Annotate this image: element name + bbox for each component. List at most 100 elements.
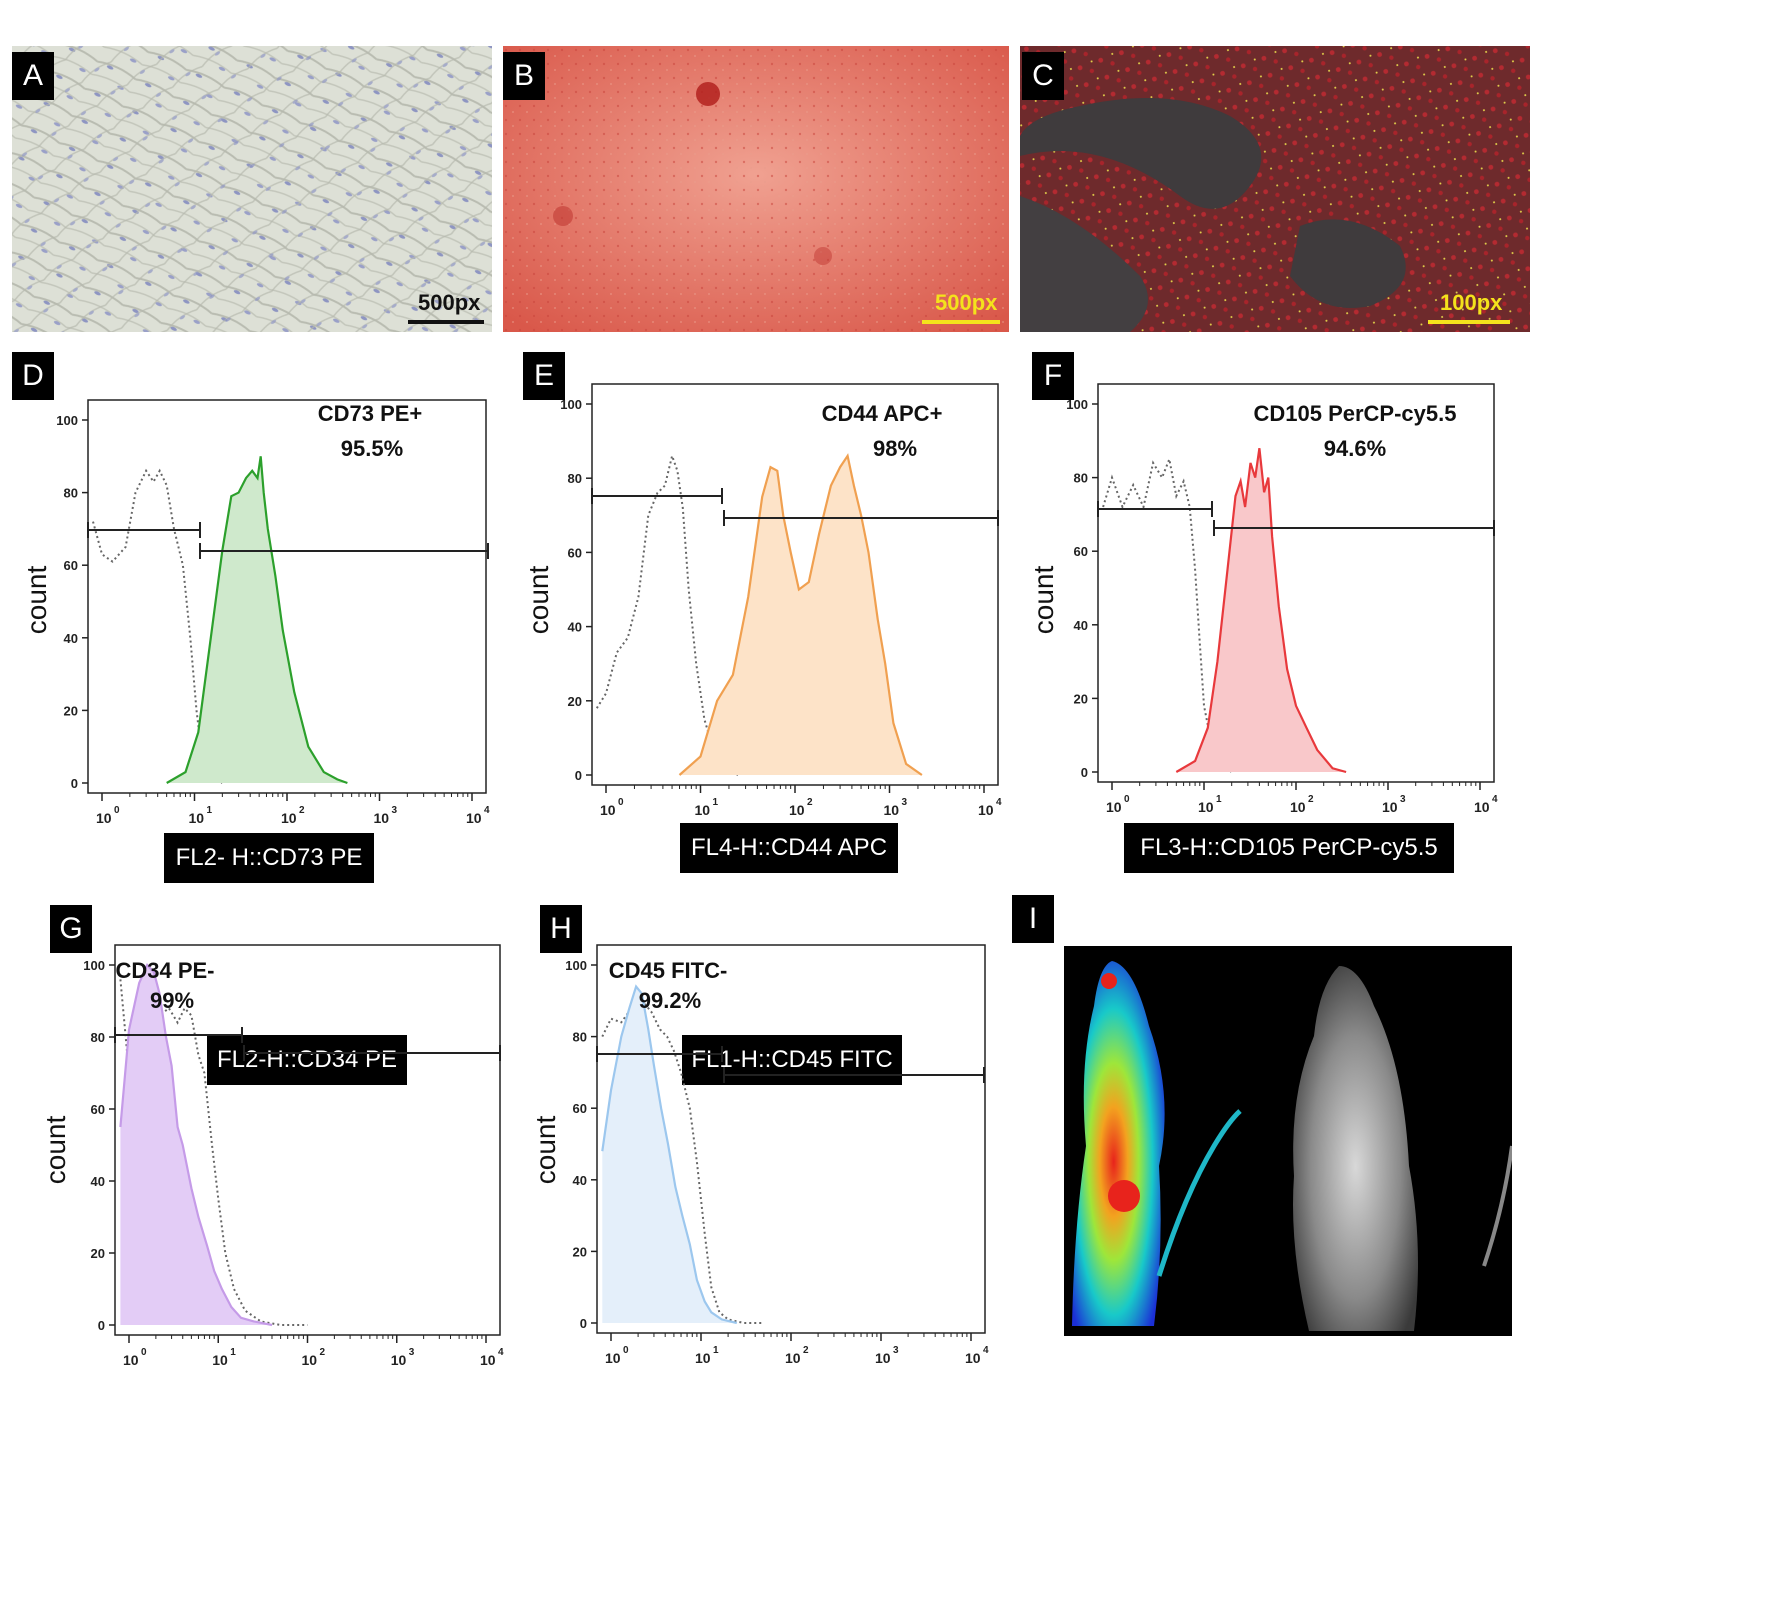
y-tick-label: 100 (56, 413, 78, 428)
positive-percentage: 94.6% (1324, 436, 1386, 461)
x-tick-label: 10 (189, 810, 205, 826)
sample-histogram-fill (166, 456, 348, 783)
y-tick-label: 20 (568, 694, 582, 709)
x-tick-exponent: 1 (207, 805, 213, 816)
panel-b-photo (503, 46, 1009, 332)
scale-bar-b (922, 320, 1000, 324)
isotype-control-histogram (119, 979, 308, 1326)
sample-histogram-line (166, 456, 348, 785)
y-tick-label: 60 (573, 1101, 587, 1116)
x-tick-exponent: 3 (409, 1347, 415, 1358)
y-axis-label: count (523, 566, 554, 635)
y-tick-label: 100 (83, 958, 105, 973)
positive-percentage: 99% (150, 988, 194, 1013)
scale-bar-label-c: 100px (1440, 290, 1503, 315)
marker-title: CD73 PE+ (318, 401, 423, 426)
x-tick-exponent: 2 (299, 805, 305, 816)
x-tick-label: 10 (281, 810, 297, 826)
panel-i-photo (1064, 946, 1512, 1336)
y-tick-label: 20 (1074, 691, 1088, 706)
x-tick-exponent: 0 (623, 1345, 629, 1356)
panel-label-d: D (12, 352, 54, 400)
oil-red-stain-image (1020, 46, 1530, 332)
y-tick-label: 40 (573, 1173, 587, 1188)
x-tick-label: 10 (96, 810, 112, 826)
y-tick-label: 80 (1074, 471, 1088, 486)
x-tick-exponent: 2 (803, 1345, 809, 1356)
marker-title: CD45 FITC- (609, 958, 728, 983)
x-tick-exponent: 4 (484, 805, 490, 816)
x-tick-label: 10 (374, 810, 390, 826)
x-tick-exponent: 3 (902, 797, 908, 808)
x-tick-label: 10 (1474, 799, 1490, 815)
panel-label-g: G (50, 905, 92, 953)
x-tick-label: 10 (695, 1350, 711, 1366)
x-tick-exponent: 2 (320, 1347, 326, 1358)
panel-label-a: A (12, 52, 54, 100)
isotype-control-histogram (92, 468, 223, 784)
y-tick-label: 0 (575, 768, 582, 783)
x-tick-label: 10 (391, 1352, 407, 1368)
scale-bar-c (1428, 320, 1510, 324)
y-tick-label: 0 (71, 776, 78, 791)
in-vivo-imaging-image (1072, 961, 1512, 1331)
x-tick-label: 10 (1106, 799, 1122, 815)
y-tick-label: 20 (91, 1246, 105, 1261)
x-tick-exponent: 0 (114, 805, 120, 816)
cell-culture-image (12, 46, 492, 332)
x-tick-exponent: 4 (498, 1347, 504, 1358)
plot-frame (87, 399, 487, 794)
x-tick-label: 10 (600, 802, 616, 818)
plot-frame (1097, 383, 1495, 783)
x-tick-label: 10 (123, 1352, 139, 1368)
y-axis-label: count (40, 1116, 71, 1185)
y-axis-label: count (530, 1116, 561, 1185)
y-tick-label: 80 (573, 1030, 587, 1045)
panel-c-photo (1020, 46, 1530, 332)
x-tick-label: 10 (875, 1350, 891, 1366)
panel-a-photo (12, 46, 492, 332)
x-tick-exponent: 0 (141, 1347, 147, 1358)
y-tick-label: 40 (64, 631, 78, 646)
x-tick-exponent: 1 (713, 1345, 719, 1356)
sample-histogram-line (119, 963, 273, 1327)
panel-label-b: B (503, 52, 545, 100)
scale-bar-a (408, 320, 484, 324)
x-tick-label: 10 (212, 1352, 228, 1368)
x-axis-label: FL3-H::CD105 PerCP-cy5.5 (1124, 823, 1454, 873)
panel-label-h: H (540, 905, 582, 953)
positive-percentage: 98% (873, 436, 917, 461)
x-tick-exponent: 3 (893, 1345, 899, 1356)
x-axis-label: FL2-H::CD34 PE (207, 1035, 407, 1085)
x-tick-exponent: 0 (618, 797, 624, 808)
x-tick-exponent: 3 (1400, 794, 1406, 805)
x-tick-exponent: 0 (1124, 794, 1130, 805)
x-tick-label: 10 (1382, 799, 1398, 815)
y-tick-label: 80 (64, 486, 78, 501)
plot-frame (114, 944, 501, 1336)
y-tick-label: 40 (568, 620, 582, 635)
y-tick-label: 80 (568, 471, 582, 486)
y-axis-label: count (1028, 566, 1059, 635)
x-tick-label: 10 (785, 1350, 801, 1366)
sample-histogram-fill (679, 455, 922, 775)
x-tick-label: 10 (466, 810, 482, 826)
y-tick-label: 60 (568, 545, 582, 560)
x-axis-label: FL4-H::CD44 APC (680, 823, 898, 873)
sample-histogram-fill (1176, 448, 1347, 772)
positive-percentage: 95.5% (341, 436, 403, 461)
scale-bar-label-a: 500px (418, 290, 481, 315)
panel-label-f: F (1032, 352, 1074, 400)
x-tick-exponent: 1 (713, 797, 719, 808)
marker-title: CD44 APC+ (822, 401, 943, 426)
y-tick-label: 60 (1074, 544, 1088, 559)
x-tick-label: 10 (1290, 799, 1306, 815)
x-tick-label: 10 (1198, 799, 1214, 815)
x-tick-exponent: 4 (1492, 794, 1498, 805)
panel-label-c: C (1022, 52, 1064, 100)
sample-histogram-line (678, 453, 923, 776)
x-tick-label: 10 (695, 802, 711, 818)
y-tick-label: 60 (64, 558, 78, 573)
x-tick-exponent: 2 (807, 797, 813, 808)
y-tick-label: 0 (98, 1318, 105, 1333)
